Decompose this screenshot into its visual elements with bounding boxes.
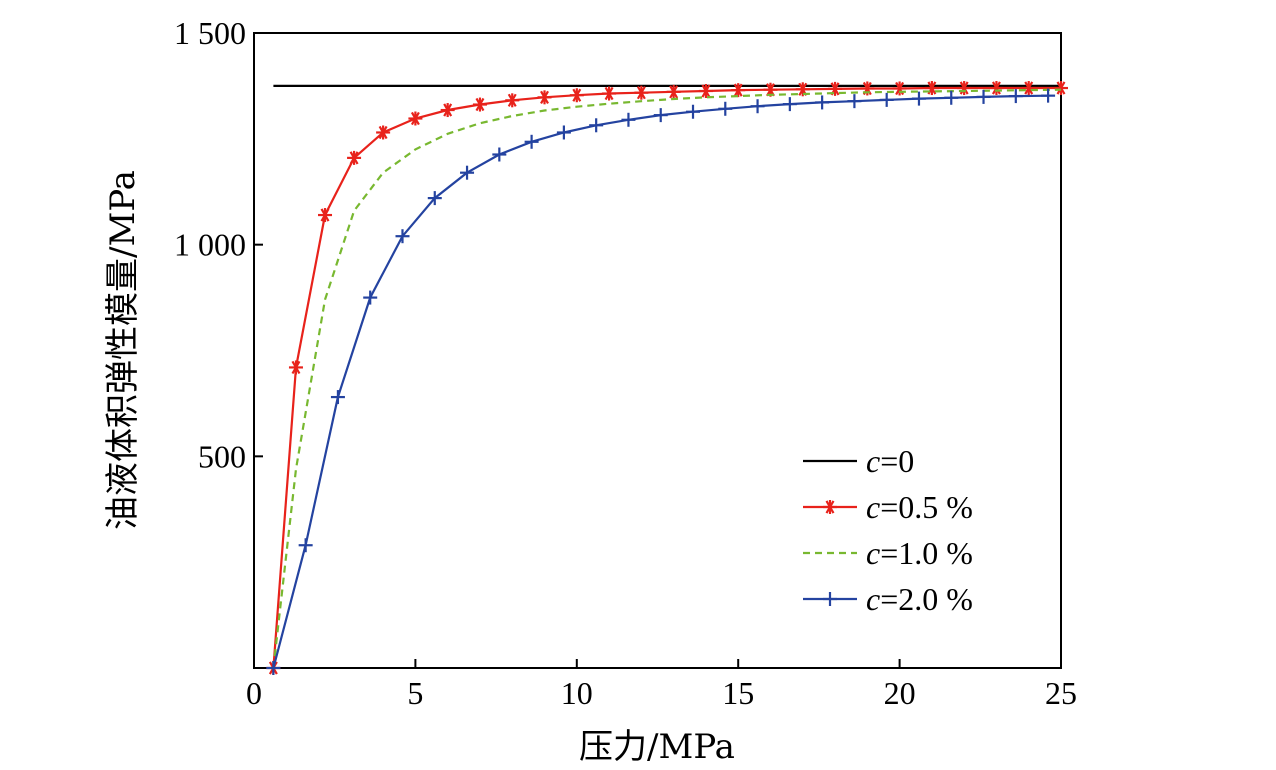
plot-frame [253, 32, 1062, 669]
y-tick-label: 1 500 [174, 15, 246, 51]
data-point-c-2-0 [266, 661, 281, 675]
legend-label: c=0.5 % [866, 489, 973, 525]
x-tick-label: 10 [561, 675, 593, 711]
data-point-c-2-0 [879, 92, 894, 107]
data-point-c-2-0 [556, 125, 571, 140]
data-point-c-0-5 [731, 83, 746, 98]
data-point-c-0-5 [989, 81, 1004, 96]
legend-marker [823, 500, 837, 514]
data-point-c-0-5 [924, 81, 939, 96]
data-point-c-0-5 [795, 82, 810, 97]
data-point-c-0-5 [505, 93, 520, 108]
legend-item-c-1-0: c=1.0 % [803, 535, 973, 571]
data-point-c-2-0 [815, 95, 830, 110]
data-point-c-2-0 [653, 108, 668, 123]
x-tick-label: 0 [246, 675, 262, 711]
data-point-c-0-5 [569, 88, 584, 103]
legend-label: c=0 [866, 443, 914, 479]
y-tick-label: 500 [198, 438, 246, 474]
x-axis-title: 压力/MPa [579, 727, 735, 767]
data-point-c-0-5 [408, 111, 423, 126]
data-point-c-0-5 [440, 103, 455, 118]
legend-label: c=1.0 % [866, 535, 973, 571]
legend: c=0 c=0.5 % c=1.0 % c=2.0 % [803, 443, 973, 617]
data-point-c-0-5 [602, 86, 617, 101]
x-tick-label: 25 [1045, 675, 1077, 711]
data-point-c-2-0 [621, 112, 636, 127]
data-point-c-2-0 [782, 97, 797, 112]
y-tick-label: 1 000 [174, 227, 246, 263]
legend-item-c-2-0: c=2.0 % [803, 581, 973, 617]
legend-marker [823, 592, 837, 606]
x-tick-label: 5 [407, 675, 423, 711]
data-point-c-2-0 [847, 94, 862, 109]
data-point-c-2-0 [298, 538, 313, 553]
data-point-c-2-0 [976, 89, 991, 104]
data-point-c-2-0 [944, 90, 959, 105]
data-point-c-2-0 [686, 104, 701, 119]
data-point-c-0-5 [1021, 81, 1036, 96]
data-point-c-2-0 [460, 165, 475, 180]
data-point-c-0-5 [347, 150, 362, 165]
data-point-c-0-5 [698, 83, 713, 98]
data-point-c-2-0 [1041, 88, 1056, 103]
data-point-c-2-0 [330, 390, 345, 405]
data-point-c-2-0 [363, 290, 378, 305]
data-point-c-0-5 [666, 84, 681, 99]
data-point-c-2-0 [911, 91, 926, 106]
series-layer [266, 81, 1068, 675]
data-point-c-2-0 [589, 118, 604, 133]
data-point-c-2-0 [524, 134, 539, 149]
data-point-c-0-5 [318, 208, 333, 223]
legend-label: c=2.0 % [866, 581, 973, 617]
data-point-c-0-5 [634, 85, 649, 100]
y-axis-title: 油液体积弹性模量/MPa [103, 170, 143, 530]
data-point-c-0-5 [288, 360, 303, 375]
legend-item-c-0-5: c=0.5 % [803, 489, 973, 525]
data-point-c-2-0 [395, 229, 410, 244]
axis-ticks: 0 5 10 15 20 25 500 1 000 1 500 [174, 15, 1077, 711]
data-point-c-0-5 [1054, 81, 1068, 96]
data-point-c-0-5 [537, 90, 552, 105]
data-point-c-0-5 [376, 125, 391, 140]
data-point-c-2-0 [718, 101, 733, 116]
series-line-c-1-0 [272, 88, 1062, 669]
data-point-c-2-0 [1008, 89, 1023, 104]
data-point-c-2-0 [427, 191, 442, 206]
data-point-c-0-5 [472, 97, 487, 112]
data-point-c-0-5 [892, 81, 907, 96]
x-tick-label: 15 [722, 675, 754, 711]
legend-item-c-0: c=0 [803, 443, 914, 479]
data-point-c-2-0 [492, 147, 507, 162]
data-point-c-2-0 [750, 99, 765, 114]
x-tick-label: 20 [884, 675, 916, 711]
data-point-c-0-5 [957, 81, 972, 96]
